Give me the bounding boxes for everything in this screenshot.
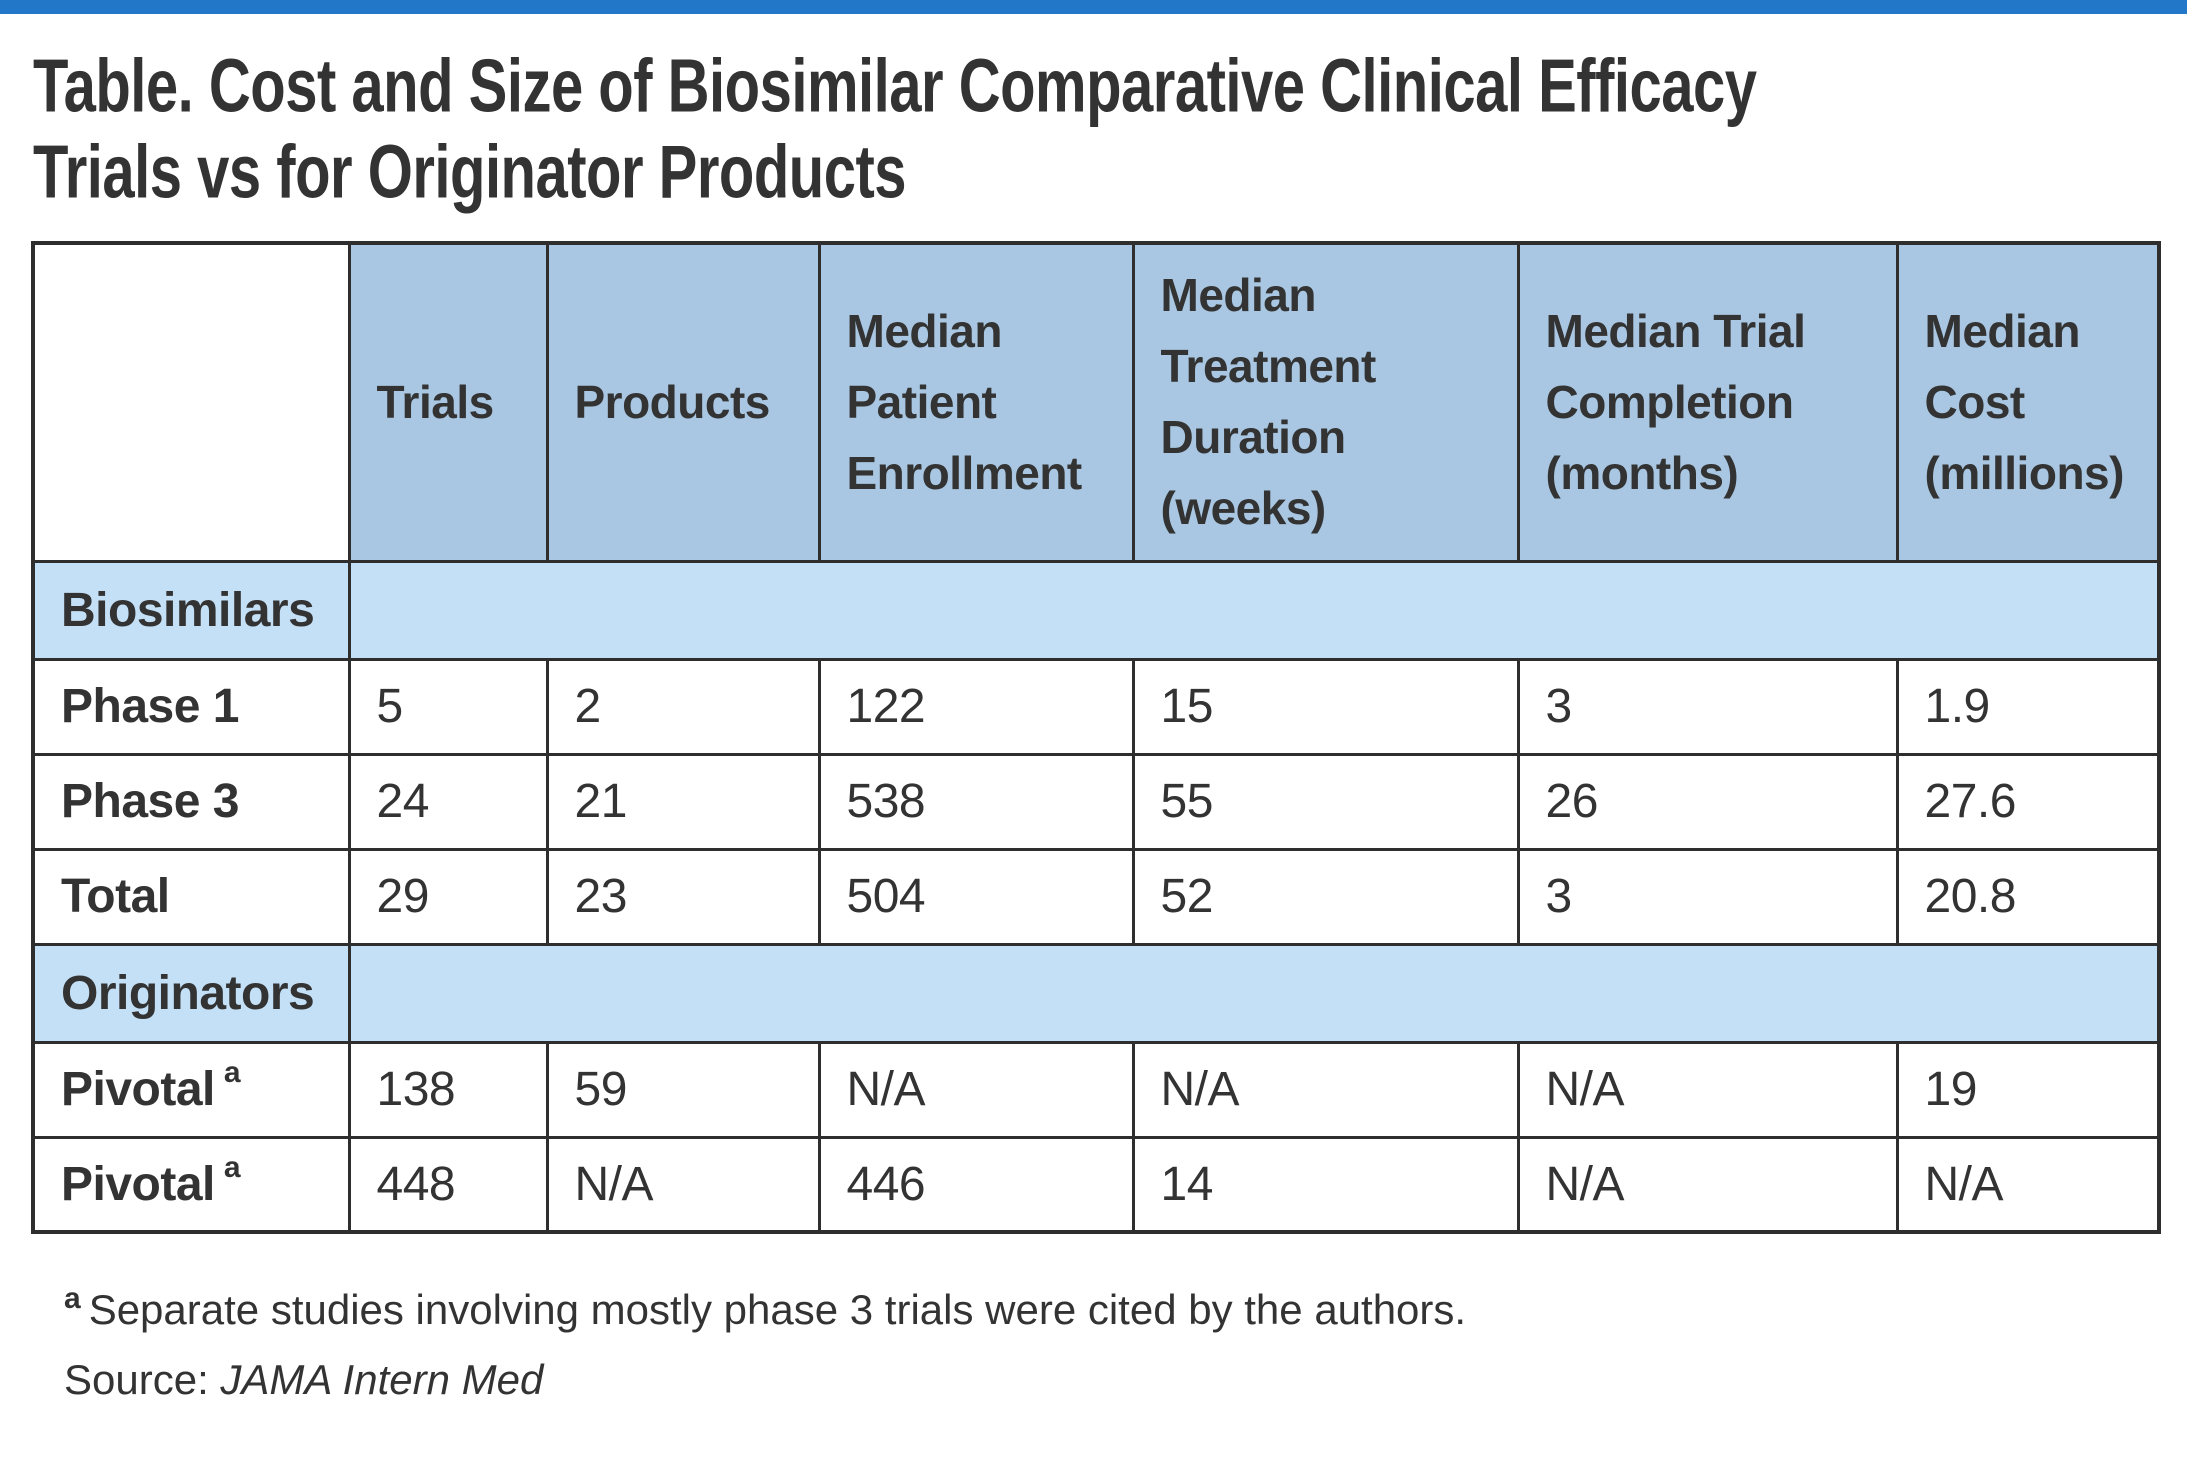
row-label: Total [31, 847, 351, 946]
cell-value: 19 [1895, 1040, 2161, 1139]
row-label: Pivotal a [31, 1135, 351, 1234]
row-label: Phase 1 [31, 657, 351, 756]
page-title: Table. Cost and Size of Biosimilar Compa… [33, 44, 1757, 215]
section-row-label: Originators [31, 942, 351, 1044]
cell-value: 20.8 [1895, 847, 2161, 946]
column-header: Products [545, 241, 821, 563]
top-accent-bar [0, 0, 2187, 14]
cell-value: N/A [817, 1040, 1135, 1139]
cell-value: 5 [347, 657, 549, 756]
cell-value: 23 [545, 847, 821, 946]
column-header: Median Patient Enrollment [817, 241, 1135, 563]
cell-value: 538 [817, 752, 1135, 851]
cell-value: 55 [1131, 752, 1520, 851]
page-content: Table. Cost and Size of Biosimilar Compa… [0, 44, 2187, 1404]
row-label-footnote-marker: a [223, 1150, 241, 1184]
section-row: Biosimilars [31, 559, 2161, 661]
cell-value: N/A [1516, 1135, 1899, 1234]
table-row: Phase 1 5 2 122 15 3 1.9 [31, 657, 2161, 756]
table-header-row: Trials Products Median Patient Enrollment M… [31, 241, 2161, 563]
cell-value: 446 [817, 1135, 1135, 1234]
cell-value: 21 [545, 752, 821, 851]
cell-value: 3 [1516, 657, 1899, 756]
cell-value: 448 [347, 1135, 549, 1234]
column-header: Trials [347, 241, 549, 563]
table-corner-cell [31, 241, 351, 563]
table-body: Biosimilars Phase 1 5 2 122 15 3 1.9 Phase 3 24 21… [31, 559, 2161, 1234]
row-label-footnote-marker: a [223, 1056, 241, 1089]
section-row-fill [347, 559, 2161, 661]
column-header: Median Trial Completion (months) [1516, 241, 1899, 563]
cell-value: 14 [1131, 1135, 1520, 1234]
cell-value: 52 [1131, 847, 1520, 946]
cell-value: 59 [545, 1040, 821, 1139]
row-label: Phase 3 [31, 752, 351, 851]
section-row-label: Biosimilars [31, 559, 351, 661]
cell-value: 24 [347, 752, 549, 851]
source-name: JAMA Intern Med [220, 1356, 544, 1403]
table-row: Total 29 23 504 52 3 20.8 [31, 847, 2161, 946]
table-row: Phase 3 24 21 538 55 26 27.6 [31, 752, 2161, 851]
source-prefix: Source: [64, 1356, 221, 1403]
cell-value: 122 [817, 657, 1135, 756]
cell-value: 29 [347, 847, 549, 946]
cell-value: 15 [1131, 657, 1520, 756]
cell-value: N/A [1516, 1040, 1899, 1139]
footnote-marker: a [64, 1282, 81, 1315]
biosimilar-trials-table: Trials Products Median Patient Enrollment M… [31, 241, 2161, 1234]
row-label: Pivotal a [31, 1040, 351, 1139]
cell-value: 2 [545, 657, 821, 756]
cell-value: 138 [347, 1040, 549, 1139]
column-header: Median Treatment Duration (weeks) [1131, 241, 1520, 563]
section-row-fill [347, 942, 2161, 1044]
cell-value: 504 [817, 847, 1135, 946]
section-row: Originators [31, 942, 2161, 1044]
cell-value: 27.6 [1895, 752, 2161, 851]
cell-value: 1.9 [1895, 657, 2161, 756]
footnote-text: Separate studies involving mostly phase … [88, 1286, 1467, 1333]
footnote: a Separate studies involving mostly phase… [64, 1282, 2157, 1334]
table-row: Pivotal a 138 59 N/A N/A N/A 19 [31, 1040, 2161, 1139]
cell-value: N/A [1895, 1135, 2161, 1234]
source-line: Source: JAMA Intern Med [64, 1356, 2157, 1404]
table-header: Trials Products Median Patient Enrollment M… [31, 241, 2161, 563]
cell-value: 3 [1516, 847, 1899, 946]
column-header: Median Cost (millions) [1895, 241, 2161, 563]
cell-value: N/A [1131, 1040, 1520, 1139]
cell-value: 26 [1516, 752, 1899, 851]
table-row: Pivotal a 448 N/A 446 14 N/A N/A [31, 1135, 2161, 1234]
cell-value: N/A [545, 1135, 821, 1234]
